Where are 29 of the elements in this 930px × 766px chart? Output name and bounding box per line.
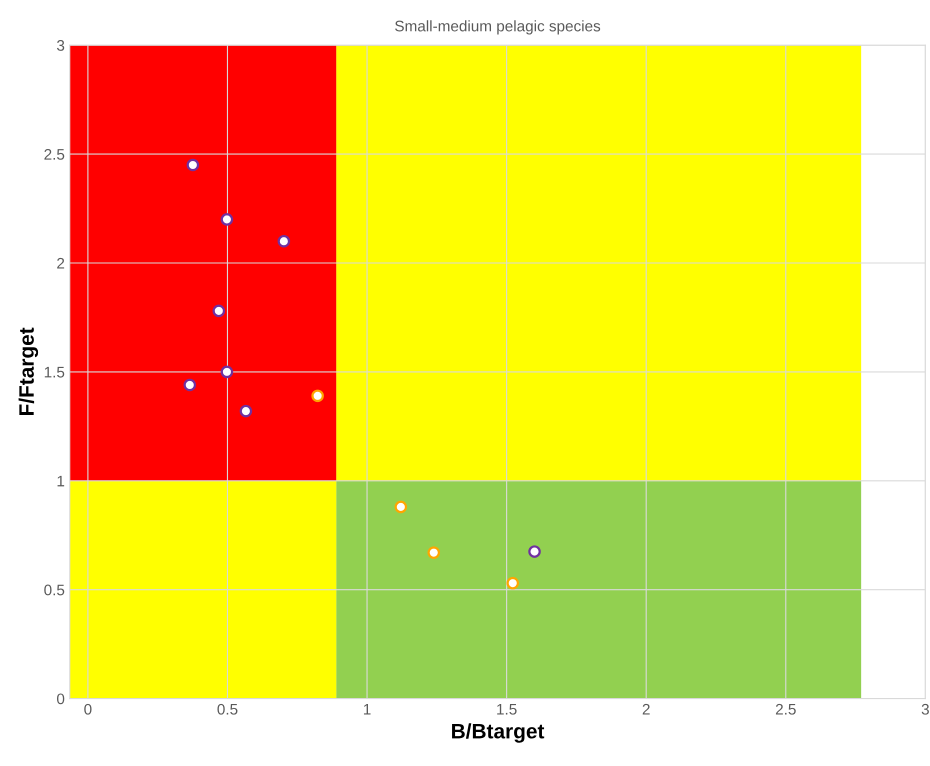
x-tick-label: 2.5 [776, 704, 796, 715]
y-tick-label: 2 [57, 258, 64, 269]
point [394, 500, 408, 514]
point [240, 404, 252, 418]
point [506, 576, 520, 590]
y-tick-label: 1 [58, 476, 64, 486]
point [278, 234, 290, 248]
y-tick-label: 3 [56, 40, 64, 51]
x-tick-label: 3 [922, 704, 929, 715]
x-tick-label: 0 [84, 704, 92, 715]
point [212, 304, 226, 318]
y-tick-label: 1.5 [44, 366, 64, 378]
x-tick-label: 1 [364, 704, 371, 715]
y-axis-title: F/Ftarget [18, 328, 38, 416]
x-tick-label: 1.5 [497, 704, 517, 715]
point [428, 546, 440, 559]
x-tick-label: 2 [642, 704, 650, 715]
x-tick-label: 0.5 [217, 704, 238, 715]
y-tick-label: 2.5 [44, 148, 64, 160]
chart-title: Small-medium pelagic species [395, 20, 600, 34]
point [528, 545, 541, 558]
point [220, 366, 234, 378]
point [184, 378, 196, 392]
point [220, 213, 234, 226]
point [186, 158, 200, 172]
point [311, 390, 324, 402]
y-tick-label: 0 [56, 693, 64, 704]
x-axis-title: B/Btarget [452, 723, 544, 743]
y-tick-label: 0.5 [44, 584, 64, 596]
